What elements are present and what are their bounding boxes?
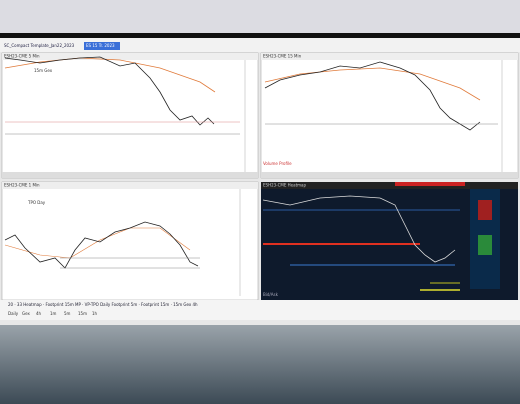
pane-header (261, 182, 518, 189)
header-bar (395, 182, 465, 186)
moving-average (4, 227, 191, 259)
tab-bar (0, 300, 520, 320)
pane-title: ESH23-CME Heatmap (263, 183, 306, 188)
price-line (4, 56, 215, 126)
pane (1, 52, 259, 179)
price-line (262, 195, 456, 263)
pane (1, 181, 259, 301)
window-title: SC_Compact Template_Jan22_2023 (4, 43, 75, 48)
pane-title: ESH23-CME 5 Min (4, 54, 40, 59)
moving-average (264, 67, 481, 101)
time-axis (2, 172, 258, 178)
pane-header (2, 182, 258, 189)
sub-tab[interactable]: 15m (78, 311, 87, 316)
sub-tab[interactable]: 1h (92, 311, 98, 316)
tab-main[interactable]: 20 · 33 Heatmap · Footprint 15m MP · VP-… (8, 302, 198, 307)
pane-label: TPO Day (27, 200, 46, 205)
pane-header (261, 53, 518, 60)
sub-tabs: Daily Gex 4h 1m 5m 15m 1h (8, 311, 98, 316)
moving-average (4, 57, 216, 93)
window-badge[interactable]: ES 15 Tr. 2023 (86, 43, 115, 48)
sub-tab[interactable]: Gex (22, 311, 30, 316)
sub-tab[interactable]: 1m (50, 311, 57, 316)
pane-title: ESH23-CME 15 Min (263, 54, 302, 59)
price-line (4, 221, 199, 269)
pane-label: Volume Profile (263, 161, 292, 166)
pane-title: ESH23-CME 1 Min (4, 183, 40, 188)
sub-tab[interactable]: 5m (64, 311, 71, 316)
pane-header (2, 53, 258, 60)
dom-bid (478, 235, 492, 255)
title-bar (0, 38, 520, 52)
pane-label: 15m Gex (34, 68, 53, 73)
time-axis (261, 172, 518, 178)
sub-tab[interactable]: 4h (36, 311, 42, 316)
price-line (264, 61, 481, 131)
pane-label: Bid/Ask (263, 292, 279, 297)
dom-ask (478, 200, 492, 220)
sub-tab[interactable]: Daily (8, 311, 19, 316)
badge-bg (84, 42, 120, 50)
pane (260, 52, 519, 179)
